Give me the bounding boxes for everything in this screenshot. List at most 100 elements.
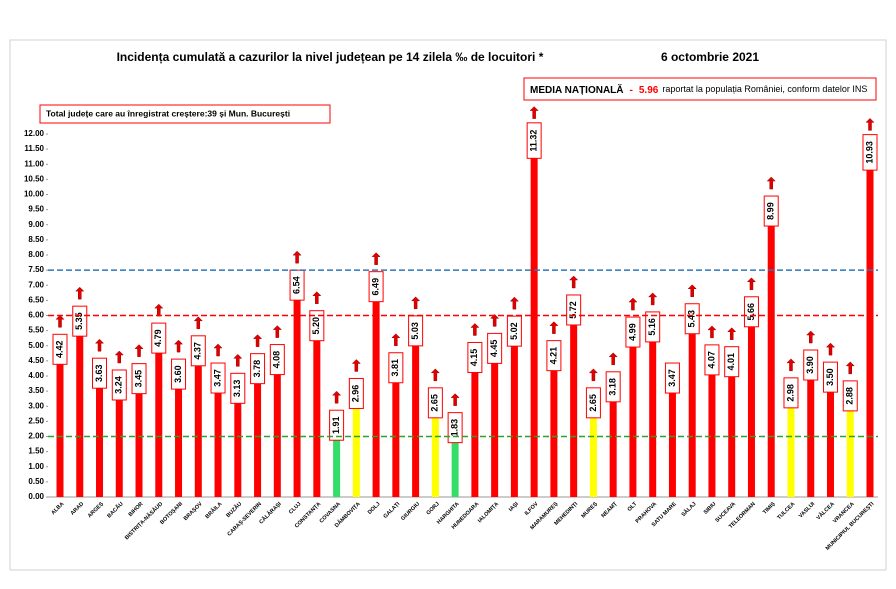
value-label-box	[822, 361, 838, 393]
bar	[609, 400, 617, 497]
value-label-box	[111, 369, 127, 401]
value-label: 3.13	[232, 380, 242, 398]
average-value: 5.96	[639, 85, 659, 96]
value-label: 2.65	[588, 394, 598, 412]
value-label: 3.50	[825, 368, 835, 386]
y-tick-label: 4.00	[28, 371, 44, 380]
bar	[471, 371, 479, 497]
value-label-box	[724, 346, 740, 378]
value-label: 4.21	[548, 347, 558, 365]
bar	[866, 166, 874, 497]
y-tick-label: 0.50	[28, 477, 44, 486]
bar	[56, 363, 64, 497]
value-label: 4.37	[193, 342, 203, 360]
value-label: 5.35	[74, 312, 84, 330]
increase-arrow	[173, 339, 184, 353]
value-label-box	[684, 303, 700, 335]
y-tick-label: 10.00	[24, 190, 45, 199]
average-text: MEDIA NAȚIONALĂ -5.96 raportat la populați…	[530, 83, 867, 96]
value-label-box	[447, 412, 463, 444]
value-label: 5.02	[509, 322, 519, 340]
value-label-box	[526, 122, 542, 159]
value-label-box	[269, 344, 285, 376]
value-label: 4.45	[489, 340, 499, 358]
bar	[76, 335, 84, 497]
value-label: 6.49	[370, 278, 380, 296]
bar	[234, 402, 242, 497]
bar	[96, 387, 104, 497]
value-label: 2.96	[351, 385, 361, 403]
y-tick-label: 6.00	[28, 311, 44, 320]
value-label-box	[803, 349, 819, 381]
increase-arrow	[252, 334, 263, 347]
value-label-box	[52, 333, 68, 365]
increase-arrow	[391, 333, 401, 346]
bar	[747, 325, 755, 497]
y-tick-label: 1.00	[28, 462, 44, 471]
value-label: 3.47	[212, 369, 222, 387]
value-label-box	[348, 377, 364, 409]
chart-date: 6 octombrie 2021	[661, 50, 759, 64]
value-label: 5.43	[687, 310, 697, 328]
value-label-box	[546, 340, 562, 372]
value-label: 4.01	[726, 353, 736, 371]
increase-arrow	[312, 291, 322, 304]
value-label-box	[388, 352, 404, 384]
value-label-box	[92, 357, 108, 389]
y-tick-label: 3.50	[28, 386, 44, 395]
bar	[313, 339, 321, 497]
bar	[293, 299, 301, 497]
average-box	[523, 77, 877, 101]
increase-arrow	[351, 359, 361, 372]
value-label-box	[171, 358, 187, 390]
increase-arrow	[569, 275, 579, 289]
value-label: 1.83	[449, 419, 459, 437]
bar	[412, 344, 420, 497]
value-label-box	[645, 311, 661, 343]
y-tick-label: 7.00	[28, 280, 44, 289]
value-label: 4.79	[153, 329, 163, 347]
annotation-box	[39, 104, 331, 124]
increase-arrow	[213, 343, 223, 357]
average-note: raportat la populația României, conform …	[662, 84, 867, 94]
value-label-box	[763, 195, 779, 227]
value-label-box	[368, 271, 384, 303]
value-label-box	[329, 409, 345, 441]
value-label-box	[131, 363, 147, 395]
value-label-box	[783, 377, 799, 409]
bar	[392, 381, 400, 497]
value-label: 6.54	[291, 276, 301, 294]
value-label: 2.98	[785, 384, 795, 402]
bar	[333, 439, 341, 497]
bar	[510, 345, 518, 497]
increase-arrow	[233, 353, 243, 367]
y-tick-label: 12.00	[24, 129, 45, 138]
bar	[846, 409, 854, 497]
value-label: 3.45	[133, 370, 143, 388]
value-label-box	[625, 316, 641, 348]
bar	[194, 364, 202, 497]
value-label: 3.90	[805, 356, 815, 374]
y-tick-label: 5.00	[28, 341, 44, 350]
value-label-box	[309, 310, 325, 342]
value-label-box	[190, 335, 206, 367]
increase-arrow	[114, 350, 124, 364]
value-label-box	[743, 296, 759, 328]
value-label-box	[427, 387, 443, 419]
increase-arrow	[193, 316, 203, 330]
increase-arrow	[549, 321, 559, 334]
y-tick-label: 9.00	[28, 220, 44, 229]
increase-arrow	[588, 368, 599, 382]
increase-arrow	[786, 358, 796, 372]
average-label: MEDIA NAȚIONALĂ	[530, 83, 624, 96]
value-label: 3.60	[173, 365, 183, 383]
increase-arrow	[865, 118, 875, 131]
y-tick-label: 2.00	[28, 432, 44, 441]
increase-arrow	[292, 250, 302, 264]
bar	[431, 416, 439, 497]
value-label-box	[862, 134, 878, 171]
bar	[273, 373, 281, 497]
value-label: 3.18	[608, 378, 618, 396]
value-label: 3.24	[114, 376, 124, 394]
bar	[668, 392, 676, 497]
